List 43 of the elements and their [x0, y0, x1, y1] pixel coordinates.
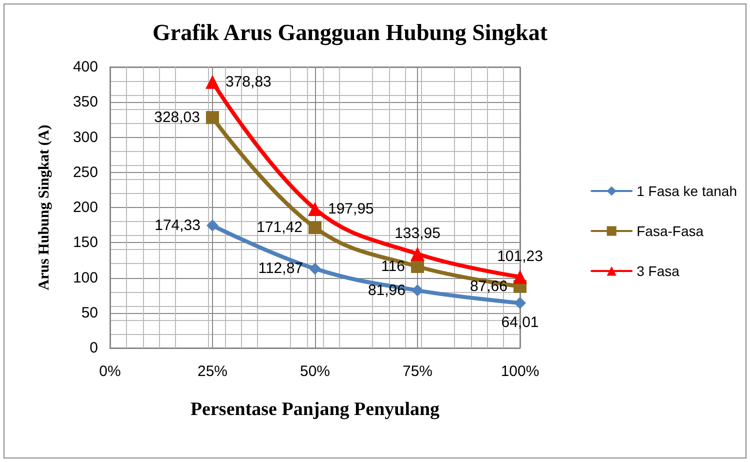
y-tick-label: 300 — [72, 128, 98, 146]
legend-label: Fasa-Fasa — [636, 223, 704, 239]
legend-label: 3 Fasa — [636, 263, 680, 279]
x-tick-label: 100% — [500, 363, 540, 380]
data-label: 87,66 — [470, 278, 508, 295]
y-tick-label: 50 — [81, 304, 98, 322]
data-label: 64,01 — [501, 314, 539, 332]
data-label: 81,96 — [368, 282, 406, 299]
x-tick-label: 0% — [99, 363, 121, 380]
legend-label: 1 Fasa ke tanah — [636, 183, 738, 199]
x-tick-label: 25% — [197, 363, 228, 380]
x-axis-title: Persentase Panjang Penyulang — [190, 399, 440, 420]
x-tick-label: 75% — [402, 363, 433, 380]
x-tick-label: 50% — [300, 363, 330, 380]
data-label: 378,83 — [226, 73, 272, 90]
point — [206, 74, 220, 89]
y-tick-label: 350 — [72, 94, 98, 111]
y-tick-label: 150 — [72, 234, 98, 252]
data-label: 112,87 — [258, 260, 303, 278]
data-label: 197,95 — [328, 200, 374, 218]
point — [411, 260, 424, 274]
data-label: 328,03 — [154, 109, 200, 126]
data-label: 116 — [381, 258, 405, 276]
point — [513, 270, 527, 284]
data-label: 101,23 — [497, 248, 543, 265]
y-tick-label: 400 — [72, 58, 98, 76]
point — [309, 262, 321, 275]
point — [206, 220, 218, 232]
y-tick-label: 100 — [72, 269, 98, 286]
point — [412, 284, 424, 296]
y-tick-label: 200 — [72, 199, 98, 216]
y-axis-title: Arus Hubung Singkat (A) — [36, 124, 52, 290]
point — [410, 246, 424, 261]
y-tick-label: 0 — [90, 340, 98, 356]
point — [308, 202, 322, 216]
data-label: 171,42 — [256, 219, 302, 236]
data-label: 174,33 — [154, 217, 200, 234]
data-label: 133,95 — [394, 224, 440, 242]
point — [308, 221, 322, 234]
point — [514, 297, 526, 310]
y-tick-label: 250 — [72, 164, 98, 181]
point — [206, 111, 219, 124]
chart-title: Grafik Arus Gangguan Hubung Singkat — [152, 20, 548, 46]
